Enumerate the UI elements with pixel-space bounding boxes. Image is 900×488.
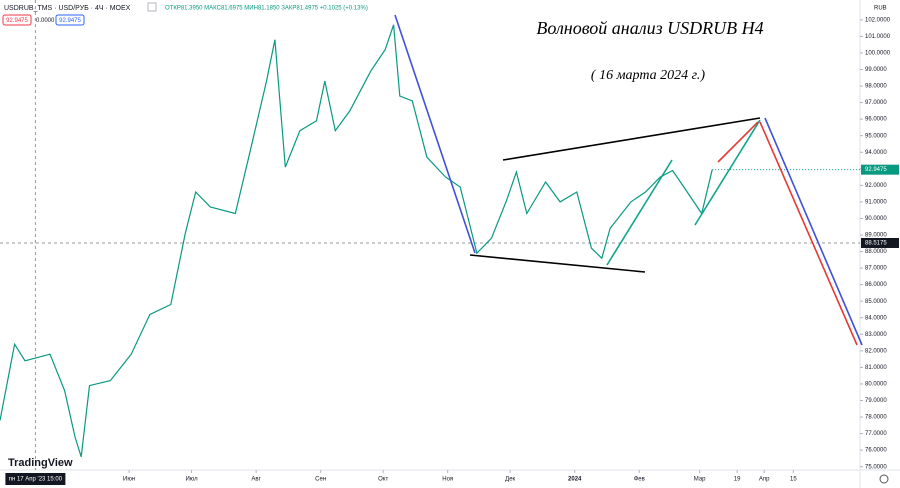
crosshair-price-box xyxy=(861,237,899,248)
x-tick-label: Дек xyxy=(505,477,515,483)
trend-line xyxy=(759,121,858,346)
logo[interactable]: TradingView xyxy=(8,457,73,469)
x-tick-label: 19 xyxy=(734,477,741,483)
y-tick-label: 75.0000 xyxy=(865,464,887,470)
y-tick-label: 100.0000 xyxy=(865,51,891,57)
sell-price[interactable]: 92.9475 xyxy=(6,18,28,24)
y-tick-label: 81.0000 xyxy=(865,365,887,371)
crosshair-time: пн 17 Апр '23 15:00 xyxy=(9,477,63,483)
x-tick-label: Июл xyxy=(185,477,198,483)
y-tick-label: 78.0000 xyxy=(865,415,887,421)
x-tick-label: 2024 xyxy=(568,477,582,483)
spread: 0.0000 xyxy=(36,18,55,24)
y-tick-label: 97.0000 xyxy=(865,100,887,106)
y-tick-label: 84.0000 xyxy=(865,315,887,321)
trend-line xyxy=(694,119,761,226)
buy-price[interactable]: 92.9475 xyxy=(59,18,81,24)
y-tick-label: 86.0000 xyxy=(865,282,887,288)
icon[interactable] xyxy=(147,2,157,12)
sell-box[interactable] xyxy=(2,14,32,26)
x-tick-label: Сен xyxy=(315,477,326,483)
y-tick-label: 83.0000 xyxy=(865,332,887,338)
y-tick-label: 76.0000 xyxy=(865,448,887,454)
y-tick-label: 102.0000 xyxy=(865,17,891,23)
last-price: 92.9475 xyxy=(865,167,887,173)
y-tick-label: 99.0000 xyxy=(865,67,887,73)
trend-line xyxy=(502,117,761,161)
y-tick-label: 88.0000 xyxy=(865,249,887,255)
trend-line xyxy=(717,121,759,163)
y-tick-label: 95.0000 xyxy=(865,133,887,139)
chart-subtitle: ( 16 марта 2024 г.) xyxy=(591,68,705,83)
y-tick-label: 82.0000 xyxy=(865,348,887,354)
x-tick-label: Фев xyxy=(634,477,645,483)
y-tick-label: 92.0000 xyxy=(865,183,887,189)
y-tick-label: 90.0000 xyxy=(865,216,887,222)
x-tick-label: 15 xyxy=(790,477,797,483)
y-tick-label: 89.0000 xyxy=(865,233,887,239)
y-tick-label: 85.0000 xyxy=(865,299,887,305)
y-tick-label: 80.0000 xyxy=(865,382,887,388)
price-line xyxy=(0,24,713,457)
currency: RUB xyxy=(874,6,887,12)
symbol[interactable]: USDRUB_TMS · USD/РУБ · 4Ч · MOEX xyxy=(4,5,131,12)
crosshair-price: 88.5175 xyxy=(865,241,887,247)
y-tick-label: 91.0000 xyxy=(865,199,887,205)
ohlc: ОТКР81.3950 МАКС81.6975 МИН81.1850 ЗАКР8… xyxy=(165,6,368,12)
x-tick-label: Авг xyxy=(251,477,261,483)
y-tick-label: 98.0000 xyxy=(865,84,887,90)
y-tick-label: 79.0000 xyxy=(865,398,887,404)
trend-line xyxy=(469,254,646,273)
chart-title: Волновой анализ USDRUB H4 xyxy=(536,18,763,38)
drawings xyxy=(394,14,863,346)
settings-icon[interactable] xyxy=(879,474,889,484)
trend-line xyxy=(606,159,673,266)
last-price-box xyxy=(861,164,899,175)
y-tick-label: 96.0000 xyxy=(865,117,887,123)
y-tick-label: 101.0000 xyxy=(865,34,891,40)
x-tick-label: Июн xyxy=(123,477,135,483)
buy-box[interactable] xyxy=(55,14,85,26)
y-tick-label: 87.0000 xyxy=(865,266,887,272)
crosshair-time-box xyxy=(5,473,66,485)
y-tick-label: 77.0000 xyxy=(865,431,887,437)
x-tick-label: Ноя xyxy=(442,477,453,483)
y-tick-label: 94.0000 xyxy=(865,150,887,156)
x-tick-label: Мар xyxy=(694,477,706,483)
x-tick-label: Окт xyxy=(378,477,388,483)
trend-line xyxy=(394,14,476,254)
trend-line xyxy=(764,117,863,346)
x-tick-label: Апр xyxy=(759,477,770,483)
